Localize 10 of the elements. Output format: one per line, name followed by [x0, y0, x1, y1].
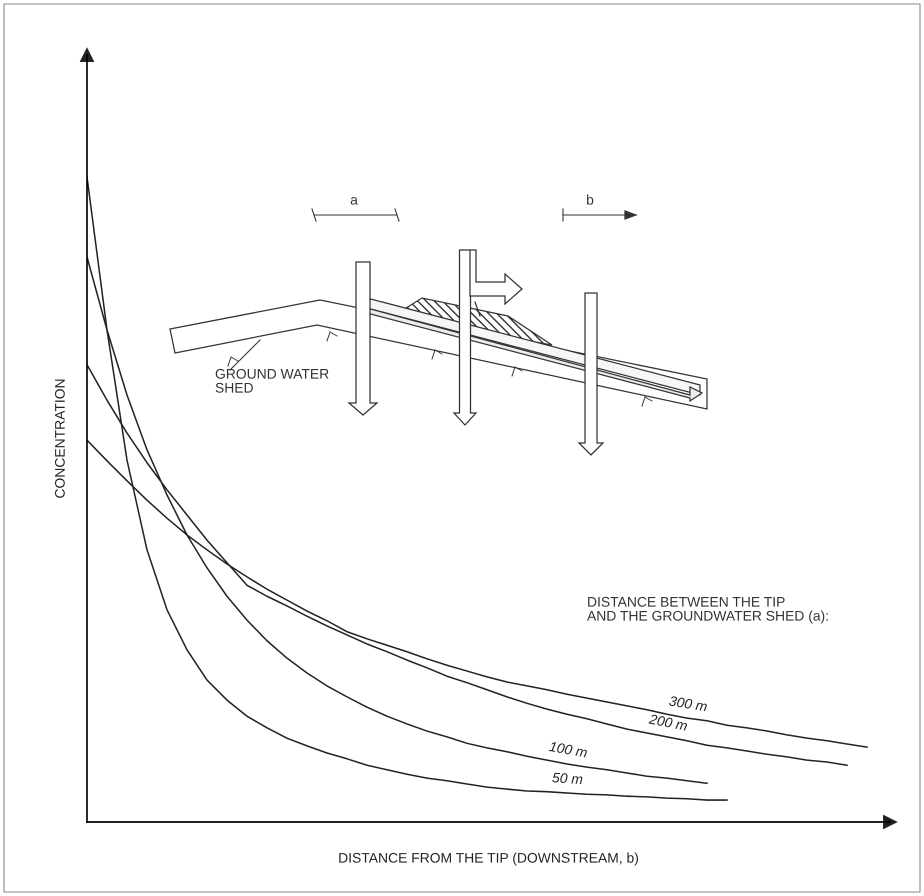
- x-axis-title: DISTANCE FROM THE TIP (DOWNSTREAM, b): [339, 852, 638, 866]
- text: 100 m: [548, 741, 588, 758]
- annotation: a: [350, 197, 358, 205]
- text: 200 m: [648, 714, 688, 731]
- annotation: GROUND WATER SHED: [216, 368, 329, 393]
- annotation: b: [587, 194, 594, 205]
- text: 300 m: [668, 696, 708, 712]
- y-axis-title: CONCENTRATION: [54, 380, 65, 498]
- series-label: 50 m: [552, 772, 583, 784]
- annotation: DISTANCE BETWEEN THE TIP AND THE GROUNDWATER SHED (a):: [587, 596, 828, 624]
